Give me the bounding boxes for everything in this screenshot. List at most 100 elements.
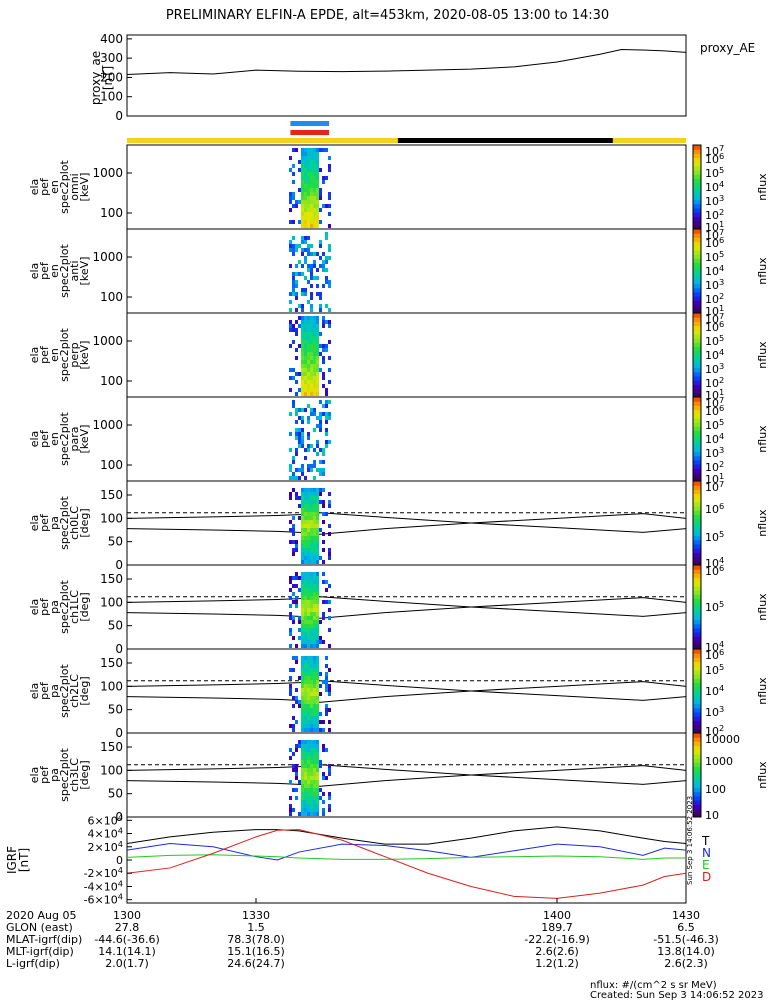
colorbar-segment	[693, 422, 701, 427]
spectrogram-pixel	[313, 752, 316, 756]
spectrogram-pixel	[292, 576, 295, 580]
colorbar-segment	[693, 699, 701, 705]
spectrogram-pixel	[313, 540, 316, 544]
spectrogram-pixel	[292, 476, 295, 480]
spectrogram-pixel	[319, 148, 322, 152]
spectrogram-pixel	[310, 748, 313, 752]
spectrogram-pixel	[304, 176, 307, 180]
spectrogram-pixel	[289, 344, 292, 348]
spectrogram-pixel	[328, 500, 331, 504]
spectrogram-pixel	[304, 212, 307, 216]
colorbar-tick-label: 106	[705, 563, 724, 578]
spectrogram-pixel	[310, 212, 313, 216]
spectrogram-pixel	[316, 148, 319, 152]
spectrogram-pixel	[295, 308, 298, 312]
spectrogram-pixel	[322, 360, 325, 364]
spectrogram-pixel	[310, 360, 313, 364]
colorbar-tick-label: 102	[705, 291, 724, 306]
colorbar-segment	[693, 430, 701, 436]
spectrogram-pixel	[292, 456, 295, 460]
colorbar-segment	[693, 434, 701, 440]
spectrogram-pixel	[304, 532, 307, 536]
spectrogram-pixel	[310, 376, 313, 380]
spectrogram-pixel	[295, 296, 298, 300]
spectrogram-pixel	[301, 392, 304, 396]
footer-label-mlat: MLAT-igrf(dip)	[6, 933, 83, 946]
spectrogram-pixel	[316, 720, 319, 724]
spectrogram-pixel	[328, 168, 331, 172]
spectrogram-pixel	[301, 644, 304, 648]
spectrogram-pixel	[301, 320, 304, 324]
spectrogram-pixel	[307, 724, 310, 728]
spectrogram-pixel	[307, 600, 310, 604]
spectrogram-pixel	[316, 592, 319, 596]
ylabel-pa_ch0-1: pef	[38, 513, 51, 532]
spectrogram-pixel	[313, 164, 316, 168]
spectrogram-pixel	[307, 632, 310, 636]
spectrogram-pixel	[289, 644, 292, 648]
spectrogram-pixel	[310, 764, 313, 768]
spectrogram-pixel	[307, 164, 310, 168]
colorbar-label: nflux	[756, 593, 769, 621]
spectrogram-pixel	[319, 468, 322, 472]
spectrogram-pixel	[301, 220, 304, 224]
spectrogram-pixel	[295, 412, 298, 416]
spectrogram-pixel	[295, 700, 298, 704]
footer-units: nflux: #/(cm^2 s sr MeV)	[590, 980, 717, 991]
spectrogram-pixel	[307, 580, 310, 584]
spectrogram-pixel	[289, 300, 292, 304]
spectrogram-pixel	[298, 700, 301, 704]
spectrogram-pixel	[310, 808, 313, 812]
spectrogram-pixel	[301, 604, 304, 608]
spectrogram-pixel	[325, 776, 328, 780]
colorbar-tick-label: 102	[705, 723, 724, 738]
spectrogram-pixel	[307, 700, 310, 704]
spectrogram-pixel	[328, 600, 331, 604]
spectrogram-pixel	[301, 712, 304, 716]
spectrogram-pixel	[313, 200, 316, 204]
spectrogram-pixel	[292, 280, 295, 284]
spectrogram-pixel	[316, 604, 319, 608]
spectrogram-pixel	[301, 464, 304, 468]
spectrogram-pixel	[292, 272, 295, 276]
spectrogram-pixel	[313, 172, 316, 176]
spectrogram-pixel	[313, 464, 316, 468]
spectrogram-pixel	[313, 500, 316, 504]
spectrogram-pixel	[325, 684, 328, 688]
spectrogram-pixel	[301, 552, 304, 556]
spectrogram-pixel	[301, 812, 304, 816]
spectrogram-pixel	[322, 472, 325, 476]
spectrogram-pixel	[328, 340, 331, 344]
spectrogram-pixel	[310, 672, 313, 676]
spectrogram-pixel	[298, 260, 301, 264]
colorbar-tick-label: 107	[705, 143, 724, 158]
colorbar-tick-label: 105	[705, 417, 724, 432]
spectrogram-pixel	[322, 728, 325, 732]
spectrogram-pixel	[304, 372, 307, 376]
spectrogram-pixel	[325, 348, 328, 352]
spectrogram-pixel	[310, 560, 313, 564]
ytick-label-en_perp: 1000	[92, 334, 123, 348]
footer-value: 13.8(14.0)	[657, 945, 715, 958]
spectrogram-pixel	[292, 716, 295, 720]
spectrogram-pixel	[304, 772, 307, 776]
ylabel-pa_ch0-3: spec2plot	[58, 496, 71, 550]
spectrogram-pixel	[289, 292, 292, 296]
spectrogram-pixel	[307, 360, 310, 364]
colorbar-segment	[693, 329, 701, 335]
ylabel-en_anti-0: ela	[28, 263, 41, 280]
colorbar-segment	[693, 397, 701, 402]
colorbar-tick-label: 104	[705, 347, 724, 362]
footer-value: 6.5	[677, 921, 695, 934]
ytick-label-en_anti: 1000	[92, 250, 123, 264]
spectrogram-pixel	[322, 772, 325, 776]
spectrogram-pixel	[307, 620, 310, 624]
colorbar-tick-label: 105	[705, 249, 724, 264]
spectrogram-pixel	[325, 280, 328, 284]
spectrogram-pixel	[307, 608, 310, 612]
spectrogram-pixel	[307, 384, 310, 388]
footer-value: 1430	[672, 909, 700, 922]
spectrogram-pixel	[310, 252, 313, 256]
colorbar-segment	[693, 224, 701, 230]
spectrogram-pixel	[322, 540, 325, 544]
